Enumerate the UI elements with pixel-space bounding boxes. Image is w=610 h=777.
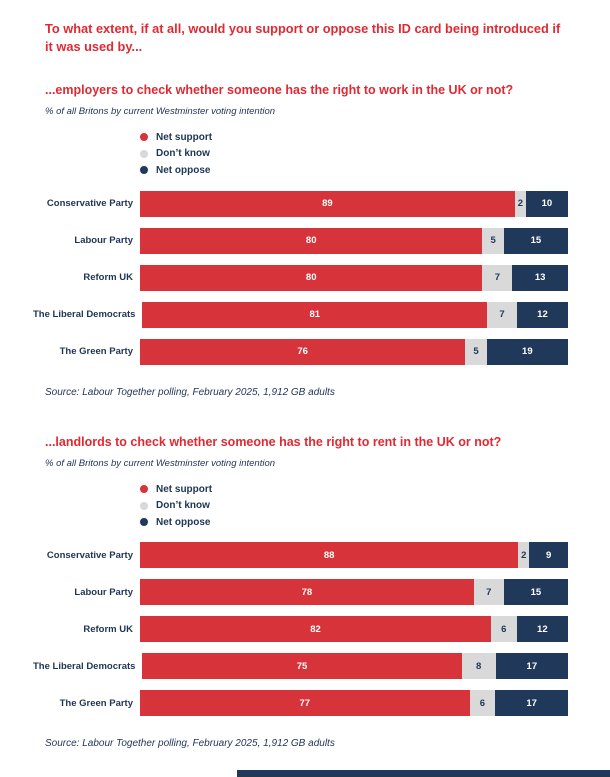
bar-segment-oppose: 12 [516,301,568,328]
bar-row: Conservative Party 88 2 9 [45,542,568,569]
category-label: The Green Party [59,346,133,358]
bar-segment-support: 76 [140,338,466,365]
bar-segment-dont-know: 8 [461,653,496,680]
bar-row: Labour Party 78 7 15 [45,579,568,606]
chart-section: ...landlords to check whether someone ha… [33,434,569,750]
bar-row: Labour Party 80 5 15 [45,227,569,254]
bar-segment-dont-know: 6 [490,616,517,643]
legend-item: Net oppose [140,162,568,179]
bar-segment-dont-know: 2 [514,190,526,217]
bar-segment-oppose: 17 [495,653,568,680]
category-label: Conservative Party [46,198,133,210]
legend-label: Don’t know [156,500,210,512]
bar-segment-oppose: 19 [486,338,568,365]
category-label: The Liberal Democrats [33,309,136,321]
chart-heading: ...employers to check whether someone ha… [45,82,514,97]
bar-segment-support: 80 [140,264,483,291]
bar-row: Reform UK 82 6 12 [45,616,568,643]
bar-segment-oppose: 13 [512,264,568,291]
bar-segment-support: 82 [140,616,491,643]
bar-segment-oppose: 10 [525,190,568,217]
chart-subtitle: % of all Britons by current Westminster … [45,106,276,118]
bar-segment-oppose: 12 [516,616,568,643]
bar-segment-support: 75 [142,653,462,680]
category-label: The Liberal Democrats [33,660,136,672]
bar-segment-dont-know: 2 [518,542,530,569]
stacked-bar: 78 7 15 [140,579,568,606]
bar-segment-dont-know: 5 [465,338,487,365]
legend-item: Net support [140,129,568,146]
legend-label: Net support [156,483,213,495]
bar-segment-dont-know: 7 [487,301,517,328]
legend-dot-icon [140,166,148,175]
bar-segment-oppose: 17 [495,690,569,717]
bar-row: The Liberal Democrats 75 8 17 [33,653,568,680]
chart-source: Source: Labour Together polling, Februar… [45,386,335,398]
stacked-bar: 80 5 15 [140,227,569,254]
bar-segment-oppose: 9 [529,542,568,569]
bar-row: The Green Party 77 6 17 [45,690,569,717]
charts: ...employers to check whether someone ha… [33,82,569,750]
stacked-bar: 82 6 12 [140,616,568,643]
category-label: The Green Party [59,697,133,709]
legend-item: Net oppose [140,514,568,531]
category-label: Labour Party [74,235,133,247]
stacked-bar: 76 5 19 [140,338,568,365]
stacked-bar: 75 8 17 [142,653,568,680]
chart-source: Source: Labour Together polling, Februar… [45,738,335,750]
bar-segment-support: 80 [140,227,483,254]
bar-rows: Conservative Party 89 2 10 Labour Party 80 5 15… [33,190,569,365]
bar-segment-dont-know: 7 [473,579,504,606]
stacked-bar: 88 2 9 [140,542,568,569]
legend: Net support Don’t know Net oppose [140,129,568,179]
bar-segment-support: 77 [140,690,470,717]
category-label: Reform UK [83,272,133,284]
legend-item: Don’t know [140,146,568,163]
chart-subtitle: % of all Britons by current Westminster … [45,457,276,469]
bar-segment-oppose: 15 [503,579,568,606]
page-title: To what extent, if at all, would you sup… [45,21,561,54]
category-label: Conservative Party [46,549,133,561]
legend-dot-icon [140,133,148,142]
legend-dot-icon [140,501,148,510]
bar-row: The Liberal Democrats 81 7 12 [33,301,568,328]
bar-row: Conservative Party 89 2 10 [45,190,568,217]
legend: Net support Don’t know Net oppose [140,481,568,531]
legend-dot-icon [140,518,148,527]
bar-row: Reform UK 80 7 13 [45,264,568,291]
legend-label: Net oppose [156,516,211,528]
chart-heading: ...landlords to check whether someone ha… [45,434,502,449]
stacked-bar: 77 6 17 [140,690,569,717]
stacked-bar: 80 7 13 [140,264,568,291]
bar-segment-dont-know: 7 [482,264,513,291]
bar-segment-support: 81 [142,301,488,328]
footer-accent-bar [237,770,610,777]
category-label: Labour Party [74,586,133,598]
bar-segment-dont-know: 6 [469,690,496,717]
bar-segment-support: 89 [140,190,515,217]
legend-dot-icon [140,485,148,494]
legend-label: Net support [156,131,213,143]
stacked-bar: 89 2 10 [140,190,568,217]
legend-item: Don’t know [140,497,568,514]
legend-label: Net oppose [156,164,211,176]
legend-item: Net support [140,481,568,498]
bar-rows: Conservative Party 88 2 9 Labour Party 78 7 15 R… [33,542,569,717]
chart-section: ...employers to check whether someone ha… [33,82,569,398]
bar-segment-oppose: 15 [503,227,569,254]
bar-segment-support: 88 [140,542,519,569]
legend-label: Don’t know [156,148,210,160]
bar-segment-support: 78 [140,579,474,606]
legend-dot-icon [140,149,148,158]
stacked-bar: 81 7 12 [142,301,568,328]
category-label: Reform UK [83,623,133,635]
bar-segment-dont-know: 5 [482,227,504,254]
bar-row: The Green Party 76 5 19 [45,338,568,365]
